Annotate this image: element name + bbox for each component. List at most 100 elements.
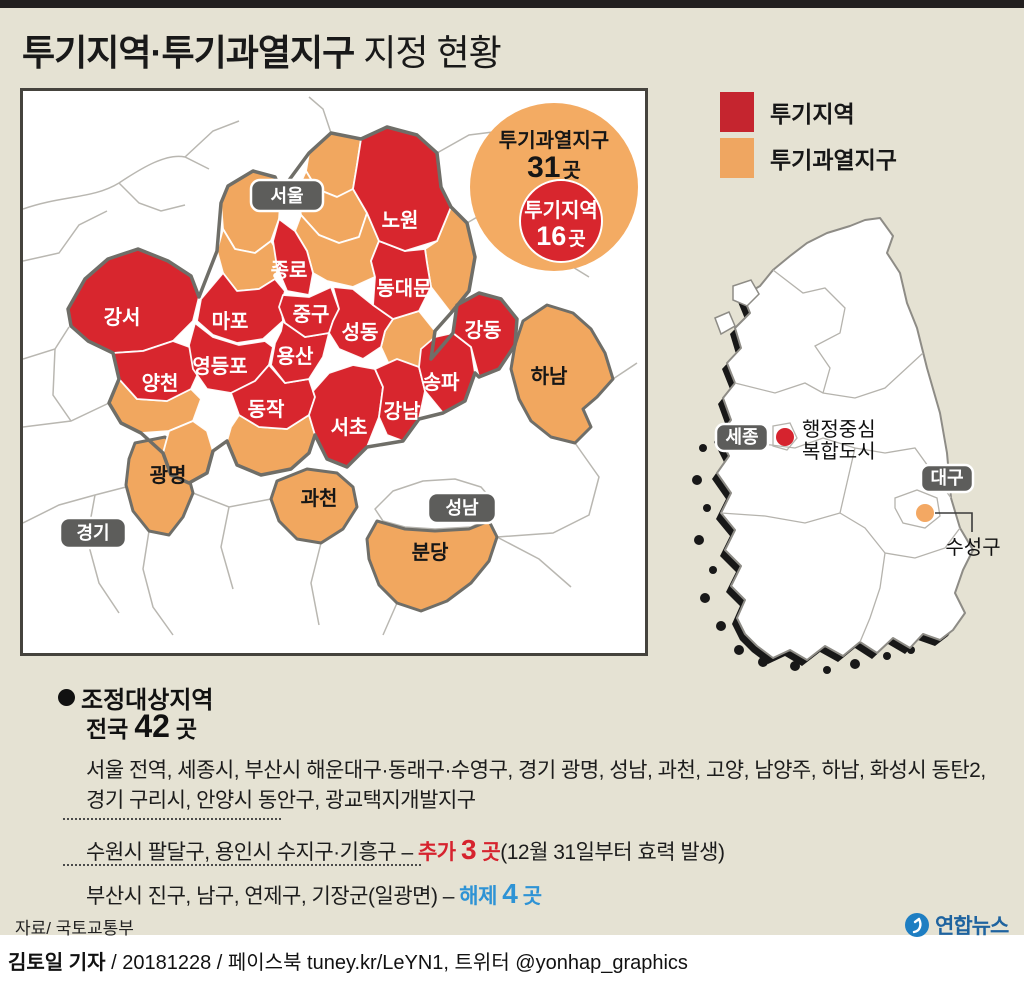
- speculation-count-circle: [519, 179, 603, 263]
- dotted-separator-1: [63, 818, 281, 820]
- sejong-note-line1: 행정중심: [802, 418, 876, 441]
- bundang-shape: [365, 519, 499, 613]
- lifted-prefix: 부산시 진구, 남구, 연제구, 기장군(일광면) –: [86, 885, 460, 908]
- total-label: 전국: [86, 716, 129, 742]
- added-suffix: (12월 31일부터 효력 발생): [500, 841, 725, 864]
- gyeonggi-badge-label: 경기: [76, 523, 109, 543]
- label-seongdong: 성동: [342, 321, 379, 344]
- hanam-shape: [509, 303, 615, 445]
- label-dongdaemun: 동대문: [376, 277, 431, 300]
- page-title: 투기지역·투기과열지구 지정 현황: [22, 24, 502, 76]
- total-unit: 곳: [175, 716, 198, 742]
- district-shape: [67, 248, 200, 354]
- bullet-icon: [58, 689, 75, 706]
- district-shape: [272, 218, 314, 296]
- adjustment-total: 전국 42 곳: [86, 708, 197, 745]
- speculation-color-swatch: [720, 92, 754, 132]
- label-yangcheon: 양천: [142, 372, 179, 395]
- overheat-circle-count: 31 곳: [527, 151, 581, 184]
- sejong-badge-label: 세종: [725, 427, 758, 447]
- label-junggu: 중구: [293, 304, 330, 326]
- legend-row-speculation: 투기지역: [720, 92, 855, 132]
- seoul-badge-label: 서울: [270, 186, 303, 206]
- label-jongno: 종로: [271, 260, 308, 282]
- sejong-callout: 세종 행정중심 복합도시: [714, 418, 876, 463]
- page-title-emphasis: 투기지역·투기과열지구: [22, 32, 355, 73]
- label-bundang: 분당: [412, 541, 449, 564]
- label-yeongdeungpo: 영등포: [192, 355, 247, 378]
- daegu-badge-label: 대구: [930, 468, 963, 488]
- added-areas-line: 수원시 팔달구, 용인시 수지구·기흥구 – 추가 3 곳(12월 31일부터 …: [86, 834, 725, 866]
- label-seocho: 서초: [331, 416, 368, 439]
- seongnam-badge-label: 성남: [445, 498, 479, 518]
- korea-west-islands: [692, 444, 915, 674]
- daegu-badge: [919, 463, 975, 494]
- daegu-callout: 대구 수성구: [916, 463, 1001, 559]
- suseong-dot: [916, 504, 934, 522]
- label-yongsan: 용산: [277, 345, 314, 368]
- gyeonggi-boundary-lines: [22, 96, 638, 636]
- byline-rest: / 20181228 / 페이스북 tuney.kr/LeYN1, 트위터 @y…: [105, 952, 688, 974]
- label-gangdong: 강동: [465, 319, 502, 342]
- label-hanam: 하남: [531, 365, 568, 388]
- total-count: 42: [134, 708, 170, 744]
- adjustment-body-line2: 경기 구리시, 안양시 동안구, 광교택지개발지구: [86, 789, 476, 812]
- summary-circles: 투기과열지구 31 곳 투기지역 16 곳: [470, 103, 638, 271]
- speculation-circle-title: 투기지역: [524, 199, 598, 222]
- speculation-circle-count: 16 곳: [536, 221, 586, 251]
- added-count: 3: [460, 834, 477, 865]
- sejong-badge: [714, 422, 770, 453]
- label-gangnam: 강남: [384, 400, 421, 423]
- byline: 김토일 기자 / 20181228 / 페이스북 tuney.kr/LeYN1,…: [8, 946, 688, 975]
- overheat-color-swatch: [720, 138, 754, 178]
- adjustment-heading-text: 조정대상지역: [81, 687, 214, 714]
- seongnam-badge: [426, 491, 498, 525]
- korea-map: 세종 행정중심 복합도시 대구 수성구: [692, 217, 1001, 674]
- label-gangseo: 강서: [104, 306, 141, 329]
- district-shape: [112, 340, 202, 402]
- sejong-note-line2: 복합도시: [802, 440, 876, 463]
- label-gwangmyeong: 광명: [150, 464, 187, 487]
- adjustment-body-line1: 서울 전역, 세종시, 부산시 해운대구·동래구·수영구, 경기 광명, 성남,…: [86, 759, 986, 782]
- label-nowon: 노원: [382, 209, 419, 232]
- lifted-areas-line: 부산시 진구, 남구, 연제구, 기장군(일광면) – 해제 4 곳: [86, 878, 542, 910]
- korea-offshore-islands: [714, 279, 760, 336]
- lifted-unit: 곳: [522, 885, 542, 908]
- district-shape: [370, 240, 432, 320]
- district-labels: 강서 양천 영등포 마포 동작 서초 강남 송파 강동 용산 중구 종로 성동 …: [104, 209, 568, 564]
- gwacheon-shape: [269, 467, 359, 545]
- label-dongjak: 동작: [248, 398, 285, 421]
- seoul-map-panel: 투기과열지구 31 곳 투기지역 16 곳 강서 양천 영등포 마포 동작 서초 강…: [20, 88, 648, 656]
- adjustment-heading: 조정대상지역: [58, 680, 213, 715]
- label-gwacheon: 과천: [301, 487, 338, 510]
- district-shape: [308, 364, 384, 468]
- lifted-highlight: 해제 4 곳: [459, 878, 542, 909]
- page-title-rest: 지정 현황: [354, 32, 501, 73]
- source-credit: 자료/ 국토교통부: [15, 919, 134, 938]
- overheat-legend-label: 투기과열지구: [770, 147, 897, 173]
- seoul-map: 투기과열지구 31 곳 투기지역 16 곳 강서 양천 영등포 마포 동작 서초 강…: [22, 96, 638, 636]
- gyeonggi-badge: [58, 516, 128, 550]
- seoul-outer-boundary: [66, 125, 519, 485]
- city-badges: 서울 경기 성남: [58, 178, 498, 550]
- label-mapo: 마포: [212, 310, 249, 333]
- suseong-connector-line: [935, 512, 973, 532]
- speculation-legend-label: 투기지역: [770, 101, 855, 127]
- lifted-count: 4: [502, 878, 518, 909]
- korea-landmass: [716, 217, 974, 661]
- publisher-logo: 연합뉴스: [904, 910, 1009, 940]
- sejong-dot: [776, 428, 794, 446]
- district-shape: [374, 358, 426, 442]
- added-highlight: 추가 3 곳: [417, 834, 501, 865]
- label-songpa: 송파: [423, 371, 460, 394]
- yonhap-logo-icon: [905, 913, 929, 937]
- added-prefix: 수원시 팔달구, 용인시 수지구·기흥구 –: [86, 841, 418, 864]
- dotted-separator-2: [63, 864, 421, 866]
- seoul-badge: [249, 178, 325, 213]
- legend-row-overheat: 투기과열지구: [720, 138, 897, 178]
- added-unit: 곳: [481, 841, 501, 864]
- overheat-circle-title: 투기과열지구: [499, 129, 609, 152]
- district-shape: [328, 286, 394, 360]
- infographic-background: 투기지역·투기과열지구 지정 현황: [0, 8, 1024, 938]
- publisher-name: 연합뉴스: [935, 915, 1009, 938]
